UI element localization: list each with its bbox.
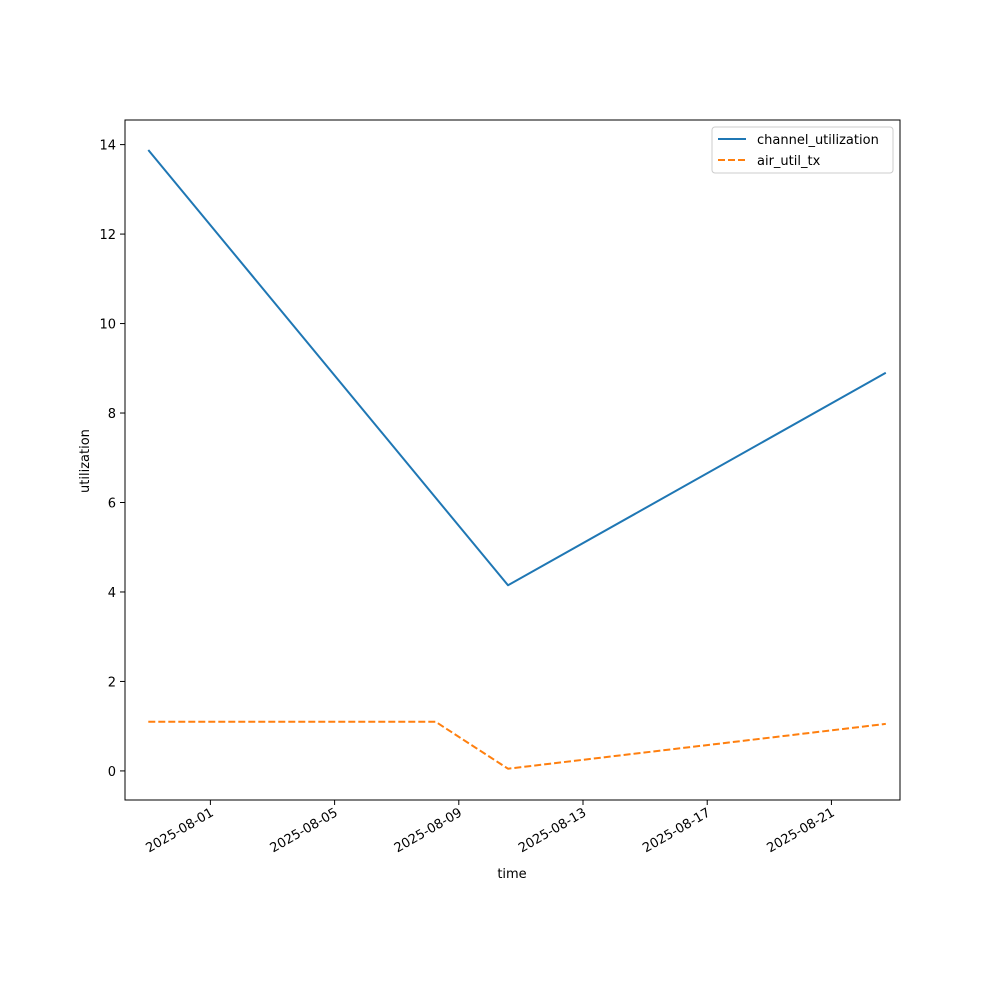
series-line-air-util-tx <box>148 720 886 770</box>
legend-label-channel-utilization: channel_utilization <box>757 133 879 148</box>
x-tick-label: 2025-08-01 <box>143 805 216 856</box>
x-tick-label: 2025-08-09 <box>392 805 465 856</box>
plot-area-frame <box>124 119 901 801</box>
y-axis-title: utilization <box>78 429 93 493</box>
legend-label-air-util-tx: air_util_tx <box>757 154 821 169</box>
y-tick-label: 12 <box>99 228 116 243</box>
x-axis-title: time <box>497 867 526 882</box>
y-tick-label: 8 <box>108 407 116 422</box>
y-tick-label: 14 <box>99 139 116 154</box>
y-tick-label: 0 <box>108 765 116 780</box>
series-lines <box>147 149 887 770</box>
x-axis-ticks: 2025-08-01 2025-08-05 2025-08-09 2025-08-13… <box>143 800 837 856</box>
y-tick-label: 2 <box>108 675 116 690</box>
x-tick-label: 2025-08-21 <box>764 805 837 856</box>
series-line-channel-utilization <box>147 149 887 587</box>
y-axis-ticks: 0 2 4 6 8 10 12 14 <box>99 139 125 780</box>
y-tick-label: 4 <box>108 586 116 601</box>
legend: channel_utilization air_util_tx <box>711 126 894 174</box>
x-tick-label: 2025-08-17 <box>640 805 713 856</box>
x-tick-label: 2025-08-13 <box>516 805 589 856</box>
x-tick-label: 2025-08-05 <box>268 805 341 856</box>
y-tick-label: 6 <box>108 497 116 512</box>
legend-box <box>711 126 894 174</box>
y-tick-label: 10 <box>99 318 116 333</box>
